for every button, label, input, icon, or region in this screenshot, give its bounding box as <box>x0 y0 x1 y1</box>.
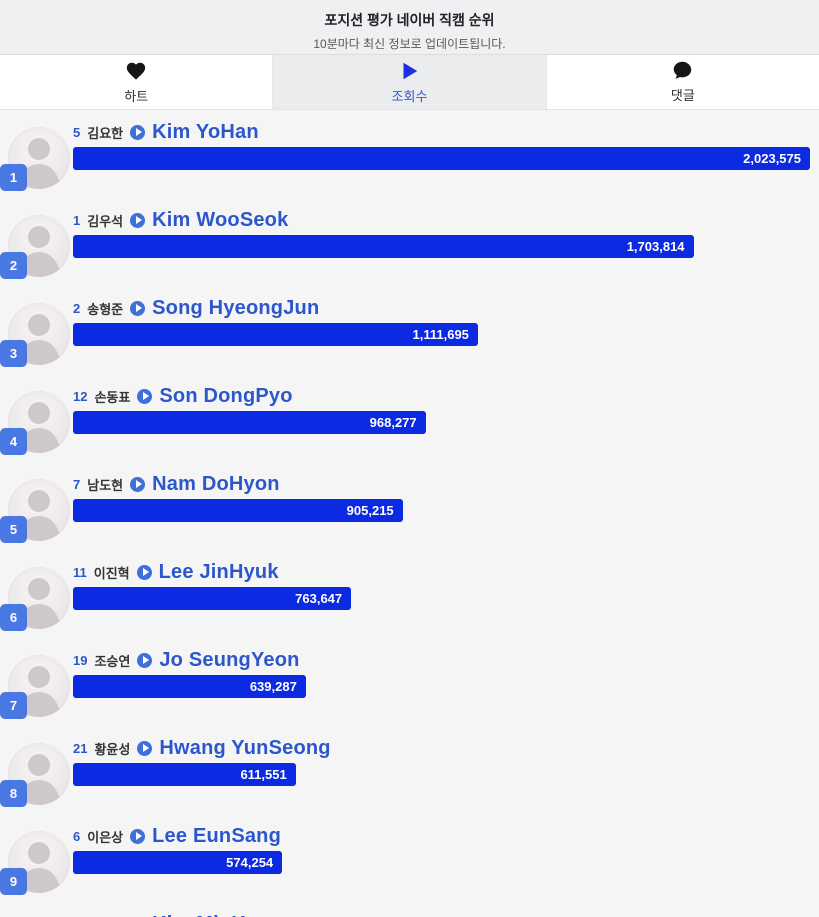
view-bar: 968,277 <box>73 411 426 434</box>
trainee-name-english[interactable]: Son DongPyo <box>159 384 293 407</box>
heart-icon <box>125 60 147 82</box>
trainee-link[interactable]: 2 송형준 Song HyeongJun <box>73 296 319 320</box>
page-title: 포지션 평가 네이버 직캠 순위 <box>324 12 495 28</box>
ranking-row: 9 6 이은상 Lee EunSang 574,254 <box>0 824 819 904</box>
view-bar: 1,703,814 <box>73 235 694 258</box>
tab-hearts-label: 하트 <box>124 88 149 104</box>
trainee-name-english[interactable]: Kim WooSeok <box>152 208 289 231</box>
trainee-name-korean: 김요한 <box>87 125 124 141</box>
rank-badge: 4 <box>0 428 27 455</box>
play-circle-icon[interactable] <box>130 476 146 492</box>
rank-badge: 2 <box>0 252 27 279</box>
contest-number: 2 <box>73 300 81 316</box>
trainee-link[interactable]: 11 이진혁 Lee JinHyuk <box>73 560 279 584</box>
trainee-name-english[interactable]: Lee JinHyuk <box>158 560 279 583</box>
rank-badge: 8 <box>0 780 27 807</box>
play-circle-icon[interactable] <box>130 300 146 316</box>
trainee-name-english[interactable]: Kim MinKyu <box>152 913 270 917</box>
ranking-row: 8 21 황윤성 Hwang YunSeong 611,551 <box>0 736 819 816</box>
play-circle-icon[interactable] <box>130 828 146 844</box>
trainee-name-korean: 송형준 <box>87 301 124 317</box>
trainee-link[interactable]: 12 손동표 Son DongPyo <box>73 384 293 408</box>
trainee-name-english[interactable]: Lee EunSang <box>152 824 282 847</box>
view-bar-track: 574,254 <box>73 851 810 874</box>
trainee-link[interactable]: 1 김우석 Kim WooSeok <box>73 208 288 232</box>
trainee-name-korean: 남도현 <box>87 477 124 493</box>
trainee-name-korean: 이진혁 <box>93 565 130 581</box>
tab-comments[interactable]: 댓글 <box>545 55 819 109</box>
view-bar-track: 968,277 <box>73 411 810 434</box>
tab-bar: 하트 조회수 댓글 <box>0 55 819 110</box>
trainee-name-english[interactable]: Kim YoHan <box>152 120 259 143</box>
ranking-row: 5 7 남도현 Nam DoHyon 905,215 <box>0 472 819 552</box>
trainee-link[interactable]: 7 남도현 Nam DoHyon <box>73 472 280 496</box>
trainee-link[interactable]: 21 황윤성 Hwang YunSeong <box>73 736 331 760</box>
view-bar: 2,023,575 <box>73 147 810 170</box>
tab-hearts[interactable]: 하트 <box>0 55 273 109</box>
trainee-link[interactable]: 3 김민규 Kim MinKyu <box>73 912 270 917</box>
view-bar-track: 639,287 <box>73 675 810 698</box>
contest-number: 5 <box>73 124 81 140</box>
ranking-row: 2 1 김우석 Kim WooSeok 1,703,814 <box>0 208 819 288</box>
view-bar: 574,254 <box>73 851 283 874</box>
ranking-row: 10 3 김민규 Kim MinKyu 545,562 <box>0 912 819 917</box>
rank-badge: 7 <box>0 692 27 719</box>
ranking-row: 6 11 이진혁 Lee JinHyuk 763,647 <box>0 560 819 640</box>
view-bar-track: 2,023,575 <box>73 147 810 170</box>
trainee-link[interactable]: 6 이은상 Lee EunSang <box>73 824 281 848</box>
play-circle-icon[interactable] <box>137 740 153 756</box>
contest-number: 19 <box>73 652 88 668</box>
contest-number: 6 <box>73 828 81 844</box>
comment-icon <box>672 60 693 81</box>
tab-comments-label: 댓글 <box>670 88 695 103</box>
view-bar-track: 611,551 <box>73 763 810 786</box>
ranking-list: 1 5 김요한 Kim YoHan 2,023,575 2 1 김우석 Kim … <box>0 110 819 917</box>
view-bar: 639,287 <box>73 675 306 698</box>
contest-number: 11 <box>73 564 87 580</box>
contest-number: 1 <box>73 212 81 228</box>
view-bar: 763,647 <box>73 587 352 610</box>
trainee-name-english[interactable]: Nam DoHyon <box>152 472 280 495</box>
trainee-link[interactable]: 19 조승연 Jo SeungYeon <box>73 648 300 672</box>
trainee-name-english[interactable]: Hwang YunSeong <box>159 736 331 759</box>
rank-badge: 5 <box>0 516 27 543</box>
trainee-name-english[interactable]: Jo SeungYeon <box>159 648 300 671</box>
tab-views[interactable]: 조회수 <box>272 55 546 109</box>
trainee-name-korean: 손동표 <box>94 389 131 405</box>
ranking-row: 3 2 송형준 Song HyeongJun 1,111,695 <box>0 296 819 376</box>
header: 포지션 평가 네이버 직캠 순위 10분마다 최신 정보로 업데이트됩니다. <box>0 0 819 55</box>
play-icon <box>398 60 420 82</box>
view-bar: 611,551 <box>73 763 296 786</box>
play-circle-icon[interactable] <box>137 388 153 404</box>
view-bar-track: 1,111,695 <box>73 323 810 346</box>
trainee-name-korean: 이은상 <box>87 829 124 845</box>
contest-number: 12 <box>73 388 88 404</box>
rank-badge: 6 <box>0 604 27 631</box>
play-circle-icon[interactable] <box>136 564 152 580</box>
play-circle-icon[interactable] <box>137 652 153 668</box>
update-notice: 10분마다 최신 정보로 업데이트됩니다. <box>313 37 506 51</box>
rank-badge: 9 <box>0 868 27 895</box>
view-bar-track: 905,215 <box>73 499 810 522</box>
play-circle-icon[interactable] <box>130 212 146 228</box>
ranking-row: 1 5 김요한 Kim YoHan 2,023,575 <box>0 120 819 200</box>
trainee-name-korean: 김우석 <box>87 213 124 229</box>
trainee-name-korean: 황윤성 <box>94 741 131 757</box>
trainee-name-english[interactable]: Song HyeongJun <box>152 296 320 319</box>
contest-number: 7 <box>73 476 81 492</box>
rank-badge: 3 <box>0 340 27 367</box>
view-bar-track: 1,703,814 <box>73 235 810 258</box>
trainee-link[interactable]: 5 김요한 Kim YoHan <box>73 120 259 144</box>
rank-badge: 1 <box>0 164 27 191</box>
view-bar: 1,111,695 <box>73 323 478 346</box>
trainee-name-korean: 조승연 <box>94 653 131 669</box>
play-circle-icon[interactable] <box>130 124 146 140</box>
ranking-row: 4 12 손동표 Son DongPyo 968,277 <box>0 384 819 464</box>
view-bar-track: 763,647 <box>73 587 810 610</box>
ranking-row: 7 19 조승연 Jo SeungYeon 639,287 <box>0 648 819 728</box>
view-bar: 905,215 <box>73 499 403 522</box>
contest-number: 21 <box>73 740 88 756</box>
tab-views-label: 조회수 <box>391 88 428 104</box>
